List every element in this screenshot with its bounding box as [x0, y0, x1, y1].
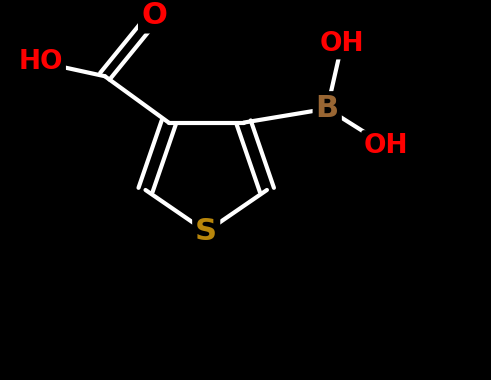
Text: OH: OH [364, 133, 409, 159]
Text: B: B [316, 94, 339, 123]
Text: O: O [141, 2, 167, 30]
Text: HO: HO [19, 49, 63, 75]
Text: S: S [195, 217, 217, 246]
Text: OH: OH [320, 31, 364, 57]
